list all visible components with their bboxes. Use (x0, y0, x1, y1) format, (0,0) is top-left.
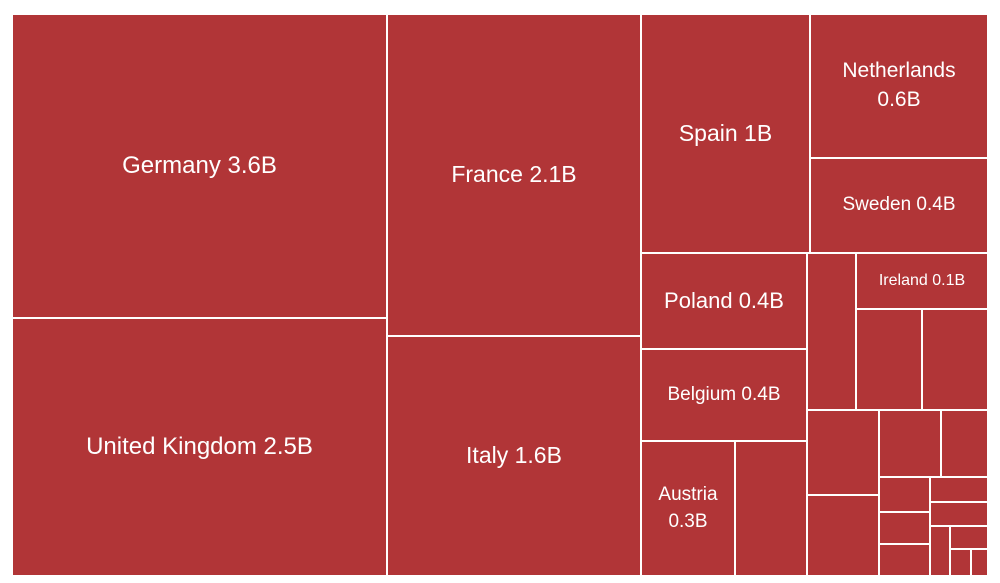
treemap-chart: Germany 3.6B United Kingdom 2.5B France 2.… (12, 14, 988, 576)
treemap-tile-poland: Poland 0.4B (641, 253, 807, 349)
treemap-tile-austria: Austria 0.3B (641, 441, 735, 576)
treemap-tile-small-11 (879, 512, 930, 544)
treemap-tile-small-7 (879, 410, 941, 477)
treemap-tile-small-6 (807, 495, 879, 576)
treemap-tile-germany: Germany 3.6B (12, 14, 387, 318)
treemap-tile-france: France 2.1B (387, 14, 641, 336)
tile-label-belgium: Belgium 0.4B (661, 382, 786, 408)
tile-value: 0.6B (877, 88, 921, 111)
treemap-tile-united-kingdom: United Kingdom 2.5B (12, 318, 387, 576)
tile-value: 0.4B (916, 194, 956, 216)
treemap-tile-small-5 (807, 410, 879, 495)
tile-name: Ireland (878, 271, 928, 289)
tile-value: 1.6B (514, 442, 562, 469)
tile-label-spain: Spain 1B (673, 118, 778, 150)
treemap-tile-belgium: Belgium 0.4B (641, 349, 807, 441)
treemap-tile-small-13 (879, 544, 930, 576)
treemap-tile-small-3 (856, 309, 922, 410)
tile-value: 0.4B (741, 383, 781, 405)
tile-label-poland: Poland 0.4B (658, 286, 790, 316)
tile-value: 0.4B (738, 287, 784, 313)
tile-name: Belgium (667, 383, 737, 405)
tile-value: 2.5B (263, 433, 313, 461)
treemap-tile-ireland: Ireland 0.1B (856, 253, 988, 309)
tile-name: Spain (678, 119, 738, 146)
tile-value: 2.1B (529, 161, 577, 188)
tile-label-italy: Italy 1.6B (460, 440, 568, 472)
tile-value: 0.3B (668, 510, 708, 532)
treemap-tile-small-10 (930, 477, 988, 502)
treemap-tile-small-16 (950, 549, 971, 576)
tile-name: Sweden (842, 194, 912, 216)
tile-value: 3.6B (227, 152, 277, 180)
treemap-tile-small-14 (930, 526, 950, 576)
tile-label-ireland: Ireland 0.1B (873, 270, 971, 292)
treemap-tile-small-8 (941, 410, 988, 477)
tile-name: Italy (466, 442, 509, 469)
treemap-tile-small-9 (879, 477, 930, 512)
treemap-tile-small-1 (735, 441, 807, 576)
tile-name: Poland (664, 287, 733, 313)
treemap-tile-italy: Italy 1.6B (387, 336, 641, 576)
tile-name: Netherlands (842, 59, 956, 83)
tile-label-netherlands: Netherlands 0.6B (836, 57, 961, 115)
treemap-tile-small-2 (807, 253, 856, 410)
tile-name: France (451, 161, 523, 188)
tile-label-france: France 2.1B (445, 159, 582, 191)
tile-name: Austria (658, 484, 718, 506)
tile-name: Germany (122, 152, 221, 180)
treemap-tile-small-17 (971, 549, 988, 576)
treemap-tile-spain: Spain 1B (641, 14, 810, 253)
tile-value: 1B (744, 119, 773, 146)
tile-label-sweden: Sweden 0.4B (836, 192, 961, 218)
treemap-tile-sweden: Sweden 0.4B (810, 158, 988, 253)
treemap-tile-small-15 (950, 526, 988, 549)
treemap-tile-small-4 (922, 309, 988, 410)
tile-name: United Kingdom (86, 433, 257, 461)
tile-label-germany: Germany 3.6B (116, 149, 283, 182)
tile-label-united-kingdom: United Kingdom 2.5B (80, 430, 319, 463)
tile-value: 0.1B (932, 271, 966, 289)
tile-label-austria: Austria 0.3B (652, 482, 723, 534)
treemap-tile-netherlands: Netherlands 0.6B (810, 14, 988, 158)
treemap-tile-small-12 (930, 502, 988, 526)
